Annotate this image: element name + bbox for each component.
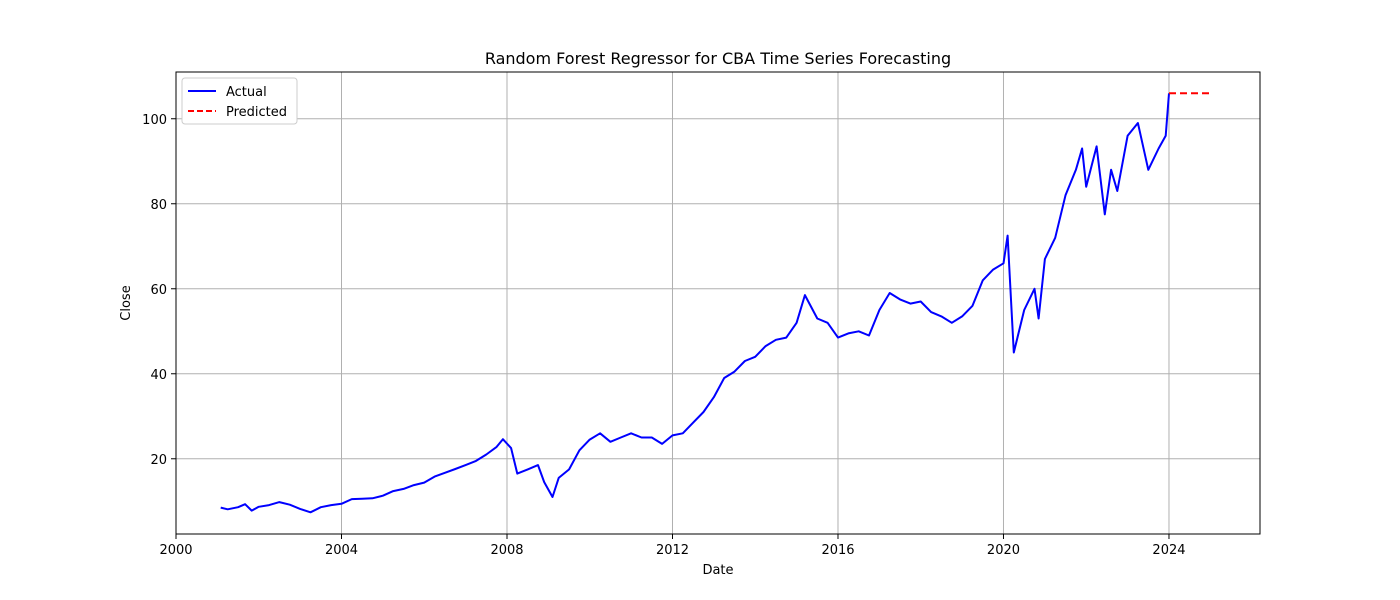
x-tick-label: 2008	[490, 543, 523, 558]
series-layer	[220, 92, 1211, 514]
plot-frame	[175, 71, 1261, 535]
legend-label-actual: Actual	[226, 85, 267, 100]
x-tick-label: 2000	[159, 543, 192, 558]
x-tick-label: 2024	[1152, 543, 1185, 558]
x-tick-label: 2004	[325, 543, 358, 558]
chart-title: Random Forest Regressor for CBA Time Ser…	[485, 49, 951, 68]
y-tick-label: 40	[150, 368, 167, 383]
y-tick-label: 100	[142, 113, 167, 128]
legend: Actual Predicted	[181, 77, 298, 125]
ticks: 2000 2004 2008 2012 2016 2020 2024 20 40 60 80 100	[142, 113, 1185, 558]
y-axis-label: Close	[119, 285, 134, 320]
x-tick-label: 2020	[987, 543, 1020, 558]
y-tick-label: 60	[150, 283, 167, 298]
x-axis-label: Date	[702, 563, 733, 578]
y-tick-label: 80	[150, 198, 167, 213]
grid	[175, 72, 1260, 534]
x-tick-label: 2016	[821, 543, 854, 558]
series-line-actual	[220, 93, 1170, 514]
x-tick-label: 2012	[656, 543, 689, 558]
legend-box	[181, 77, 298, 125]
y-tick-label: 20	[150, 453, 167, 468]
legend-label-predicted: Predicted	[226, 105, 287, 120]
